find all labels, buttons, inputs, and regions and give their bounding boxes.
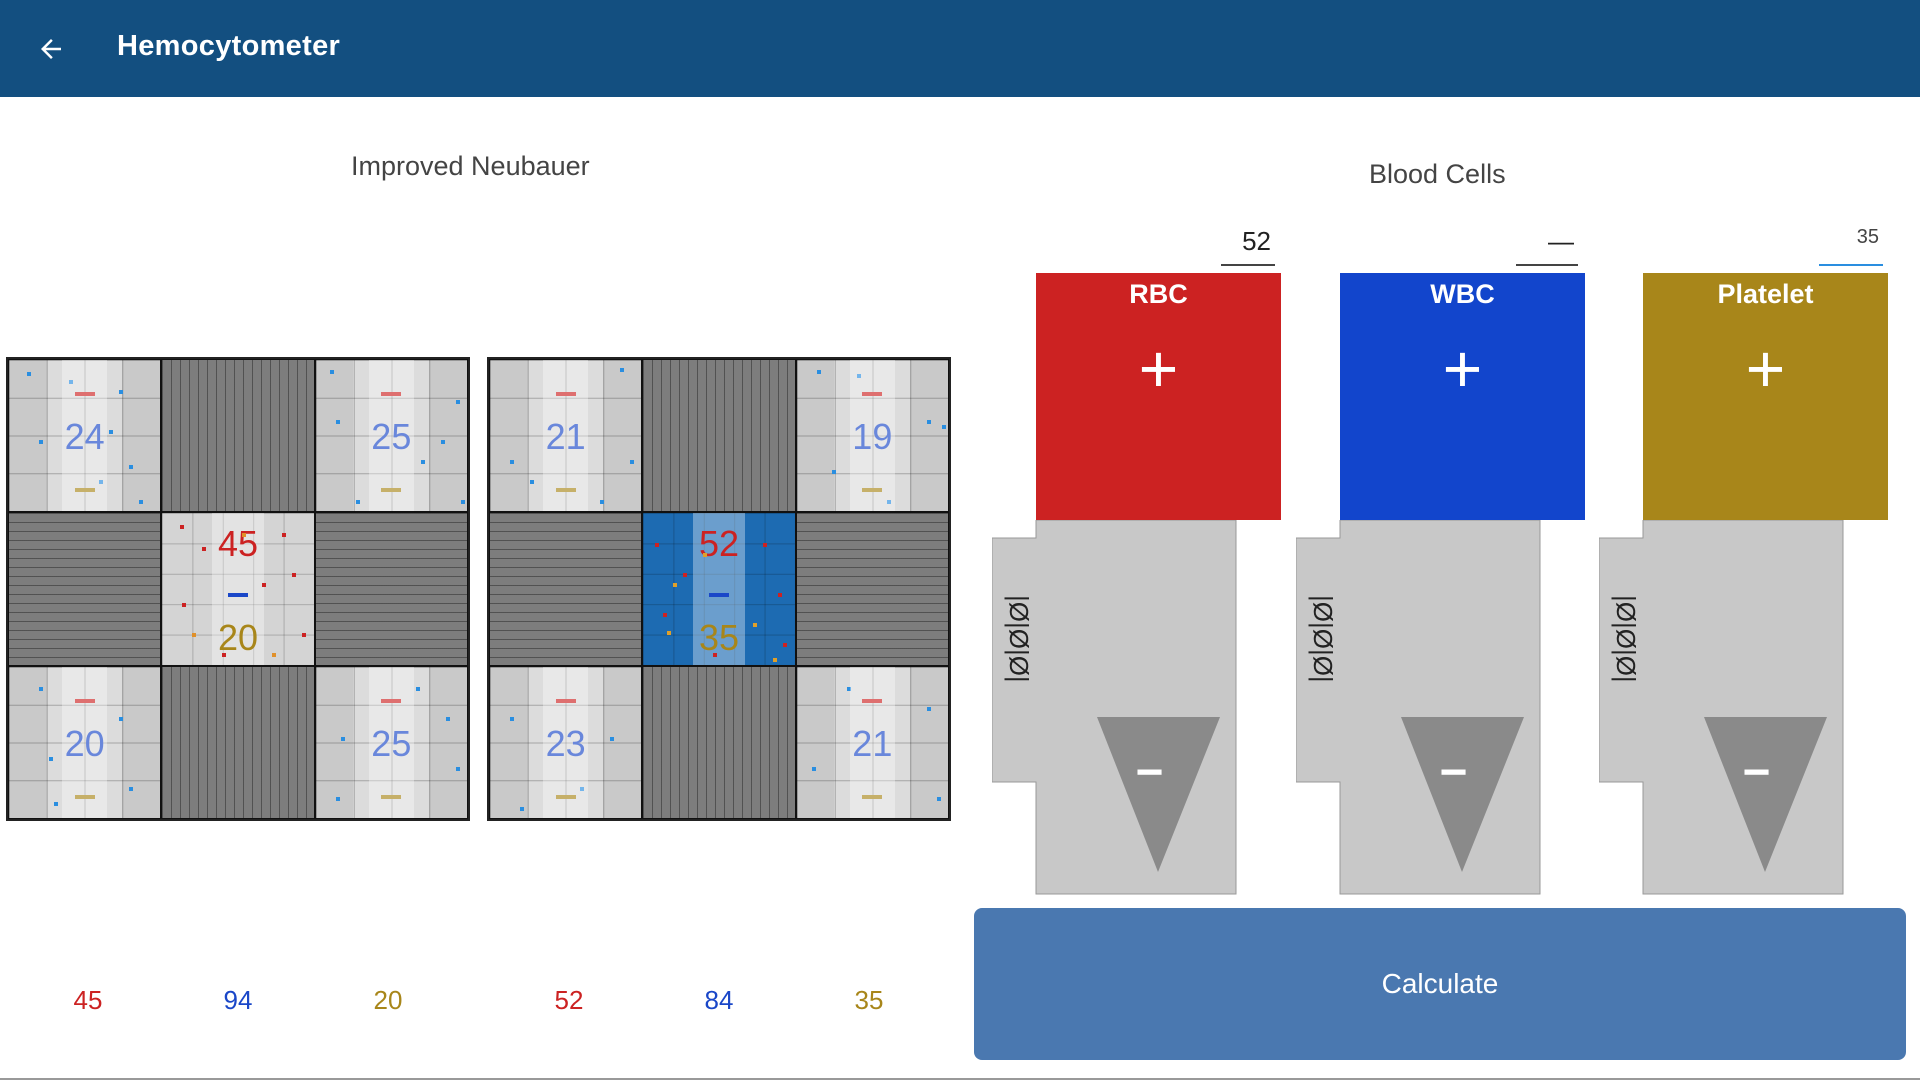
square-center[interactable]: 45 20 (161, 512, 315, 666)
square-top-edge (642, 359, 796, 513)
platelet-marker (74, 794, 95, 799)
center-platelet-count: 35 (698, 617, 740, 659)
square-top-right[interactable]: 25 (314, 359, 468, 513)
rbc-minus-button[interactable]: − (1097, 717, 1220, 872)
center-rbc-count: 45 (217, 523, 259, 565)
square-bottom-left[interactable]: 23 (489, 665, 643, 819)
cell-dots (316, 667, 467, 818)
total-rbc-2: 52 (554, 985, 584, 1015)
platelet-add-button[interactable]: Platelet + (1643, 273, 1888, 520)
chamber-type-title: Improved Neubauer (351, 151, 590, 181)
plus-icon: + (1138, 331, 1179, 407)
tally-marks: |Ø|Ø|Ø| (1004, 595, 1034, 683)
square-bottom-left[interactable]: 20 (8, 665, 162, 819)
minus-icon: − (1742, 746, 1771, 799)
wbc-marker (708, 593, 729, 598)
rbc-count-field[interactable]: 52 (1221, 226, 1275, 266)
cell-dots (316, 360, 467, 511)
square-top-left[interactable]: 21 (489, 359, 643, 513)
rbc-marker (862, 392, 883, 396)
arrow-left-icon (41, 39, 61, 59)
square-right-edge (795, 512, 949, 666)
bottom-divider (0, 1078, 1920, 1080)
platelet-marker (862, 794, 883, 799)
cell-dots (9, 360, 160, 511)
square-bottom-right[interactable]: 25 (314, 665, 468, 819)
rbc-marker (74, 698, 95, 703)
center-platelet-count: 20 (217, 617, 259, 659)
platelet-marker (74, 488, 95, 492)
rbc-marker (381, 698, 402, 703)
square-bottom-right[interactable]: 21 (795, 665, 949, 819)
wbc-counter-body: |Ø|Ø|Ø| − (1296, 520, 1589, 895)
triangle-icon (1401, 717, 1524, 872)
minus-icon: − (1439, 746, 1468, 799)
wbc-add-button[interactable]: WBC + (1340, 273, 1585, 520)
plus-icon: + (1442, 331, 1483, 407)
square-right-edge (314, 512, 468, 666)
rbc-add-button[interactable]: RBC + (1036, 273, 1281, 520)
plus-icon: + (1745, 331, 1786, 407)
platelet-marker (862, 488, 883, 492)
tally-marks: |Ø|Ø|Ø| (1308, 595, 1338, 683)
square-top-right[interactable]: 19 (795, 359, 949, 513)
total-platelet-2: 35 (854, 985, 884, 1015)
platelet-count-field[interactable]: 35 (1819, 226, 1883, 266)
platelet-label: Platelet (1717, 279, 1814, 309)
cell-dots (490, 667, 641, 818)
app-bar: Hemocytometer (0, 0, 1920, 97)
triangle-icon (1097, 717, 1220, 872)
square-top-edge (161, 359, 315, 513)
cell-dots (797, 667, 948, 818)
platelet-counter-body: |Ø|Ø|Ø| − (1599, 520, 1892, 895)
square-left-edge (489, 512, 643, 666)
wbc-marker (227, 593, 248, 598)
cell-dots (643, 513, 794, 664)
cell-dots (490, 360, 641, 511)
square-center-selected[interactable]: 52 35 (642, 512, 796, 666)
cell-dots (9, 667, 160, 818)
cell-dots (797, 360, 948, 511)
wbc-minus-button[interactable]: − (1401, 717, 1524, 872)
app-title: Hemocytometer (117, 30, 341, 62)
total-wbc-2: 84 (704, 985, 734, 1015)
total-rbc-1: 45 (73, 985, 103, 1015)
rbc-marker (74, 392, 95, 396)
blood-cells-title: Blood Cells (1369, 159, 1506, 189)
square-bottom-edge (642, 665, 796, 819)
rbc-marker (862, 698, 883, 703)
platelet-marker (555, 488, 576, 492)
rbc-marker (555, 698, 576, 703)
rbc-label: RBC (1129, 279, 1188, 309)
platelet-marker (555, 794, 576, 799)
rbc-marker (555, 392, 576, 396)
center-rbc-count: 52 (698, 523, 740, 565)
triangle-icon (1704, 717, 1827, 872)
platelet-marker (381, 488, 402, 492)
chamber-2: 21 19 52 35 23 21 (487, 357, 951, 821)
rbc-marker (381, 392, 402, 396)
minus-icon: − (1135, 746, 1164, 799)
square-bottom-edge (161, 665, 315, 819)
total-wbc-1: 94 (223, 985, 253, 1015)
chamber-1: 24 25 45 20 20 25 (6, 357, 470, 821)
wbc-count-field[interactable]: — (1516, 226, 1578, 266)
platelet-minus-button[interactable]: − (1704, 717, 1827, 872)
cell-dots (162, 513, 313, 664)
back-button[interactable] (28, 26, 74, 72)
rbc-counter-body: |Ø|Ø|Ø| − (992, 520, 1285, 895)
total-platelet-1: 20 (373, 985, 403, 1015)
wbc-label: WBC (1430, 279, 1495, 309)
calculate-button[interactable]: Calculate (974, 908, 1906, 1060)
square-left-edge (8, 512, 162, 666)
tally-marks: |Ø|Ø|Ø| (1611, 595, 1641, 683)
square-top-left[interactable]: 24 (8, 359, 162, 513)
platelet-marker (381, 794, 402, 799)
